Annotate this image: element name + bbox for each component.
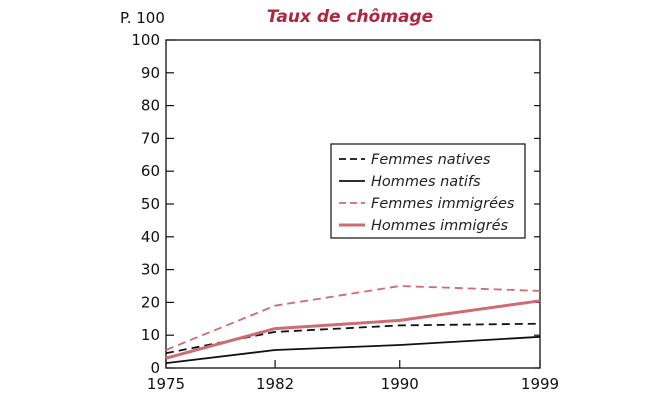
y-tick-label: 100 — [131, 31, 160, 49]
y-tick-label: 0 — [150, 359, 160, 377]
series-line-femmes-natives — [165, 322, 541, 355]
x-tick-label: 1990 — [381, 375, 419, 393]
chart-title: Taux de chômage — [267, 7, 433, 27]
y-tick-label: 70 — [141, 129, 160, 147]
x-tick-label: 1982 — [256, 375, 294, 393]
y-tick-label: 20 — [141, 293, 160, 311]
series-layer — [165, 285, 541, 364]
legend-label: Hommes immigrés — [371, 218, 509, 234]
x-tick-label: 1975 — [147, 375, 185, 393]
legend-label: Femmes natives — [371, 152, 491, 168]
legend: Femmes natives Hommes natifs Femmes immigr… — [330, 143, 526, 239]
x-tick-label: 1999 — [521, 375, 559, 393]
series-line-hommes-immigres — [165, 299, 541, 360]
axes: 0 10 20 30 40 50 60 70 80 90 100 1975 1982 1990 1999 — [131, 31, 559, 393]
y-tick-label: 30 — [141, 261, 160, 279]
y-tick-label: 40 — [141, 228, 160, 246]
y-tick-label: 90 — [141, 64, 160, 82]
y-tick-label: 10 — [141, 326, 160, 344]
y-unit-label: P. 100 — [120, 9, 165, 27]
legend-label: Hommes natifs — [371, 174, 481, 190]
series-line-hommes-natifs — [165, 335, 541, 364]
series-line-femmes-immigrees — [165, 285, 541, 351]
y-tick-label: 60 — [141, 162, 160, 180]
y-tick-label: 50 — [141, 195, 160, 213]
y-tick-label: 80 — [141, 97, 160, 115]
legend-label: Femmes immigrées — [371, 196, 515, 212]
